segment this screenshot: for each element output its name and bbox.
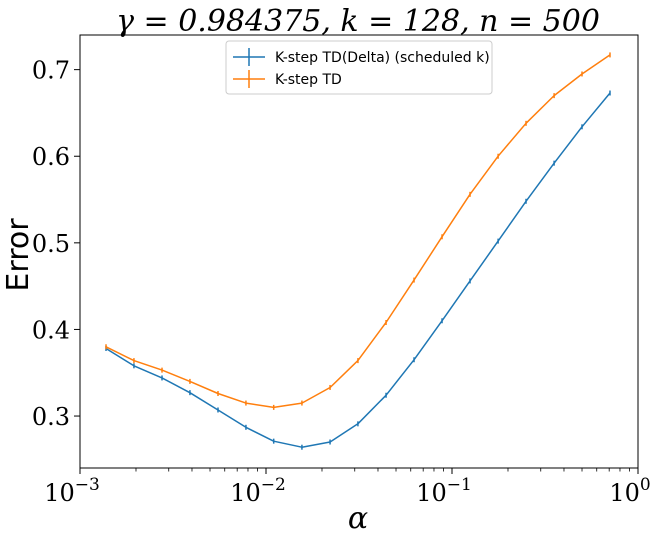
legend-label: K-step TD [275, 72, 342, 88]
y-tick-label: 0.4 [32, 316, 70, 344]
series-line [105, 54, 611, 409]
x-tick-label: 100 [609, 475, 650, 507]
chart-title: γ = 0.984375, k = 128, n = 500 [116, 4, 600, 39]
x-tick-label: 10−1 [416, 475, 472, 507]
y-tick-label: 0.6 [32, 143, 70, 171]
series-layer [105, 52, 611, 450]
x-axis-label: α [348, 501, 368, 536]
y-tick-label: 0.5 [32, 230, 70, 258]
legend-box [225, 40, 493, 95]
legend-label: K-step TD(Delta) (scheduled k) [275, 50, 490, 66]
y-axis-ticks: 0.3 0.4 0.5 0.6 0.7 [32, 57, 80, 431]
x-tick-label: 10−2 [230, 475, 286, 507]
plot-area-frame [79, 34, 639, 469]
series-2 [105, 52, 611, 410]
y-tick-label: 0.7 [32, 57, 70, 85]
series-1 [105, 90, 611, 450]
x-tick-label: 10−3 [44, 475, 100, 507]
x-axis-ticks: 10−3 10−2 10−1 100 [44, 468, 651, 507]
y-tick-label: 0.3 [32, 403, 70, 431]
y-axis-label: Error [1, 218, 36, 292]
legend: K-step TD(Delta) (scheduled k) K-step TD [225, 40, 493, 95]
series-line [105, 92, 611, 448]
